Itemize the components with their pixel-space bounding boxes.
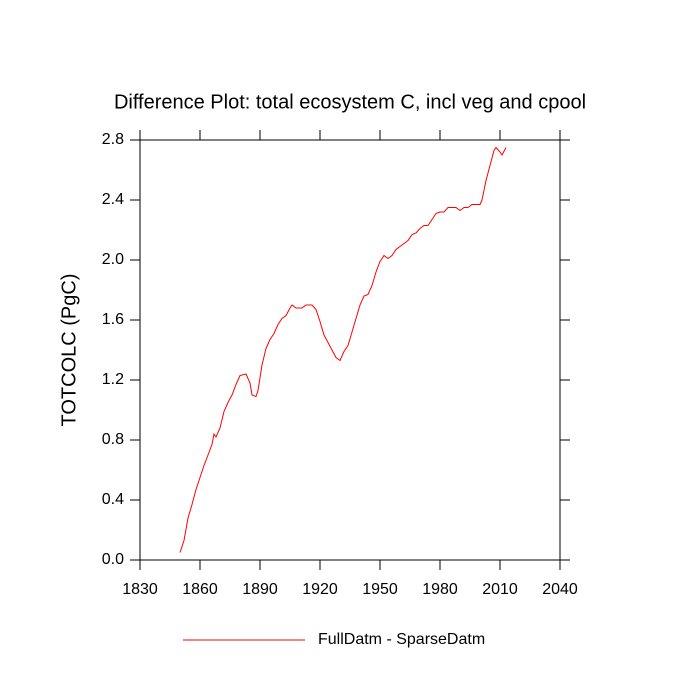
legend-label: FullDatm - SparseDatm	[318, 631, 485, 648]
y-tick-label: 1.6	[102, 311, 124, 328]
y-axis-label: TOTCOLC (PgC)	[58, 274, 80, 427]
x-tick-label: 1860	[182, 581, 218, 598]
y-tick-label: 1.2	[102, 371, 124, 388]
y-tick-label: 0.4	[102, 491, 124, 508]
y-tick-label: 2.0	[102, 251, 124, 268]
x-tick-label: 1950	[362, 581, 398, 598]
x-tick-label: 1890	[242, 581, 278, 598]
y-tick-label: 2.4	[102, 191, 124, 208]
x-tick-label: 1980	[422, 581, 458, 598]
data-line	[179, 146, 507, 553]
y-tick-label: 2.8	[102, 131, 124, 148]
y-tick-label: 0.8	[102, 431, 124, 448]
x-tick-label: 1830	[122, 581, 158, 598]
plot-frame	[139, 139, 561, 561]
x-tick-label: 1920	[302, 581, 338, 598]
x-tick-label: 2010	[482, 581, 518, 598]
x-tick-label: 2040	[542, 581, 578, 598]
chart-title: Difference Plot: total ecosystem C, incl…	[114, 91, 586, 113]
y-tick-label: 0.0	[102, 551, 124, 568]
